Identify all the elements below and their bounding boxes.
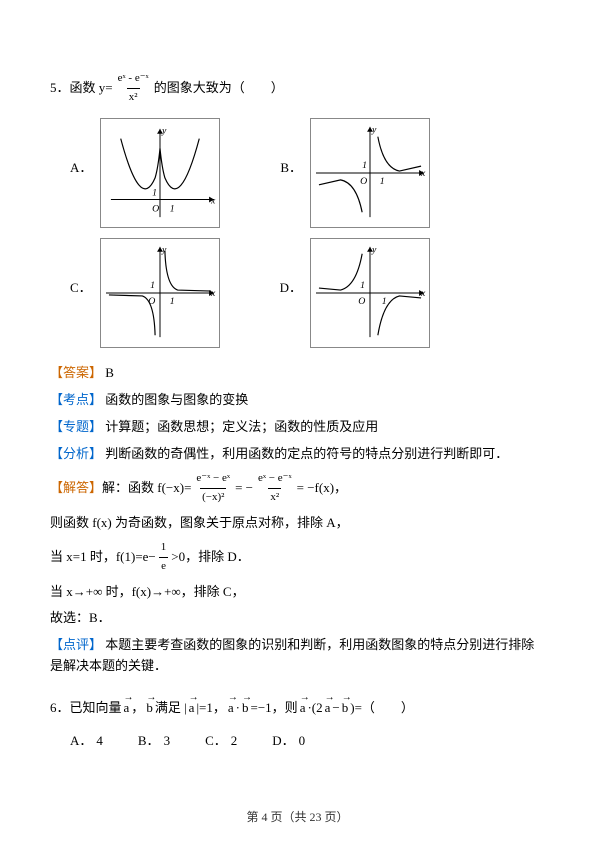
svg-text:y: y [161,245,167,256]
opt-d-label: D． [280,238,302,299]
answer-value: B [105,365,114,380]
answer-label: 【答案】 [50,365,102,380]
q6-opt-d[interactable]: D． 0 [272,731,305,752]
zhuanti-label: 【专题】 [50,419,102,434]
fenxi-label: 【分析】 [50,446,102,461]
vec-b2: → b [240,698,251,719]
graph-c: y 1 O 1 x [100,238,220,348]
svg-text:1: 1 [169,296,174,307]
jieda-label: 【解答】 [50,478,102,499]
svg-text:1: 1 [150,280,155,291]
svg-text:1: 1 [382,296,387,307]
vec-a: → a [122,698,132,719]
jieda-suffix: = −f(x)， [297,478,347,499]
q5-prefix: 5．函数 y= [50,78,113,99]
opt-a-label: A． [70,118,92,179]
q5-stem: 5．函数 y= eˣ - e⁻ˣ x² 的图象大致为（ ） [50,70,545,106]
opt-b-label: B． [280,118,302,179]
svg-text:O: O [360,176,367,187]
kaodian-label: 【考点】 [50,392,102,407]
jieda-prefix: 解：函数 f(−x)= [102,478,191,499]
q5-line2: 则函数 f(x) 为奇函数，图象关于原点对称，排除 A， [50,513,545,534]
svg-text:1: 1 [360,280,365,291]
q5-dianping: 【点评】 本题主要考查函数的图象的识别和判断，利用函数图象的特点分别进行排除是解… [50,635,545,677]
q5-answer: 【答案】 B [50,363,545,384]
vec-a4: → a [298,698,308,719]
q5-line5: 故选：B． [50,608,545,629]
svg-text:y: y [371,125,377,136]
vec-a5: → a [323,698,333,719]
q6-text: 6．已知向量 [50,698,122,719]
svg-text:y: y [371,245,377,256]
svg-text:x: x [210,288,216,299]
q5-option-a[interactable]: A． y1O1x [70,118,220,228]
q6-opt-b[interactable]: B． 3 [138,731,170,752]
page-footer: 第 4 页（共 23 页） [0,808,595,827]
q6-options: A． 4 B． 3 C． 2 D． 0 [70,731,545,752]
q5-fraction: eˣ - e⁻ˣ x² [116,70,151,106]
graph-b: y 1 O 1 x [310,118,430,228]
svg-text:1: 1 [153,188,158,199]
svg-text:x: x [420,168,426,179]
svg-text:1: 1 [362,160,367,171]
q5-suffix: 的图象大致为（ ） [154,78,284,99]
svg-text:x: x [210,196,216,207]
svg-text:x: x [420,288,426,299]
opt-c-label: C． [70,238,92,299]
svg-text:O: O [358,296,365,307]
q5-line4: 当 x→+∞ 时，f(x)→+∞，排除 C， [50,582,545,603]
vec-b: → b [144,698,155,719]
q5-options-row2: C． y 1 O 1 x D． y 1 O 1 x [70,238,545,348]
q5-fenxi: 【分析】 判断函数的奇偶性，利用函数的定点的符号的特点分别进行判断即可． [50,444,545,465]
q5-options-row1: A． y1O1x B． y1O1x [70,118,545,228]
kaodian-value: 函数的图象与图象的变换 [105,392,248,407]
svg-text:y: y [161,126,167,137]
q5-line3b: >0，排除 D． [171,547,249,568]
q5-f1-frac: 1 e [159,539,169,575]
q5-option-b[interactable]: B． y 1 O 1 x [280,118,430,228]
dianping-label: 【点评】 [50,637,102,652]
fenxi-value: 判断函数的奇偶性，利用函数的定点的符号的特点分别进行判断即可． [105,446,508,461]
svg-text:O: O [153,203,160,214]
vec-b3: → b [340,698,351,719]
q5-line3: 当 x=1 时，f(1)=e− 1 e >0，排除 D． [50,539,545,575]
q5-option-c[interactable]: C． y 1 O 1 x [70,238,220,348]
vec-a2: → a [187,698,197,719]
q5-option-d[interactable]: D． y 1 O 1 x [280,238,430,348]
jieda-mid: = − [235,478,253,499]
q5-kaodian: 【考点】 函数的图象与图象的变换 [50,390,545,411]
dianping-value: 本题主要考查函数的图象的识别和判断，利用函数图象的特点分别进行排除是解决本题的关… [50,637,534,673]
q5-zhuanti: 【专题】 计算题；函数思想；定义法；函数的性质及应用 [50,417,545,438]
zhuanti-value: 计算题；函数思想；定义法；函数的性质及应用 [105,419,378,434]
q6-opt-a[interactable]: A． 4 [70,731,103,752]
jieda-frac3: eˣ − e⁻ˣ x² [256,470,294,506]
jieda-frac2: e⁻ˣ − eˣ (−x)² [194,470,232,506]
q6-stem: 6．已知向量 → a ， → b 满足 | → a |=1， → a · → b… [50,698,545,719]
q5-jieda-line1: 【解答】 解：函数 f(−x)= e⁻ˣ − eˣ (−x)² = − eˣ −… [50,470,545,506]
svg-text:O: O [148,296,155,307]
svg-text:1: 1 [380,176,385,187]
vec-a3: → a [226,698,236,719]
svg-text:1: 1 [170,203,175,214]
graph-d: y 1 O 1 x [310,238,430,348]
q5-line3a: 当 x=1 时，f(1)=e− [50,547,156,568]
graph-a: y1O1x [100,118,220,228]
q6-opt-c[interactable]: C． 2 [205,731,237,752]
